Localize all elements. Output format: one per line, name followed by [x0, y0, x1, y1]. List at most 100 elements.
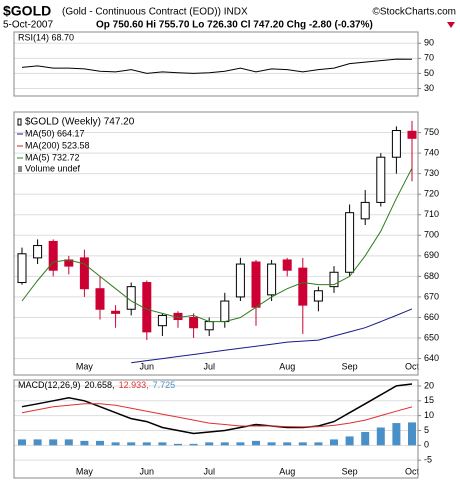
- legend-icon: [18, 166, 22, 172]
- candle-body: [142, 282, 152, 333]
- y-tick-label: 720: [424, 189, 439, 199]
- quote: Op 750.60 Hi 755.70 Lo 726.30 Cl 747.20 …: [96, 20, 373, 31]
- legend-label: MA(5) 732.72: [25, 152, 80, 162]
- histogram-bar: [158, 442, 167, 446]
- histogram-bar: [283, 442, 292, 446]
- candle-body: [267, 263, 277, 296]
- x-tick-label: Aug: [279, 466, 295, 476]
- x-tick-label: May: [76, 466, 94, 476]
- panel-frame: [13, 111, 419, 376]
- histogram-bar: [298, 442, 307, 446]
- candle-body: [298, 267, 308, 306]
- candle-body: [95, 288, 105, 310]
- y-tick-label: 0: [424, 440, 429, 450]
- legend-label: $GOLD (Weekly) 747.20: [25, 117, 135, 128]
- y-tick-label: 710: [424, 209, 439, 219]
- candle-body: [157, 314, 167, 327]
- candle-body: [235, 263, 245, 298]
- candle-body: [204, 321, 214, 331]
- histogram-bar: [330, 439, 338, 446]
- histogram-bar: [189, 443, 198, 446]
- candle-body: [360, 201, 370, 220]
- panel-frame: [13, 379, 419, 479]
- date: 5-Oct-2007: [3, 20, 53, 31]
- histogram-bar: [96, 440, 104, 446]
- histogram-bar: [252, 440, 260, 446]
- y-tick-label: 650: [424, 332, 439, 342]
- candle-body: [407, 130, 417, 139]
- y-tick-label: 700: [424, 230, 439, 240]
- histogram-bar: [392, 423, 401, 446]
- y-tick-label: 50: [424, 68, 434, 78]
- legend-label: Volume undef: [25, 163, 81, 173]
- candle-body: [313, 290, 323, 302]
- y-tick-label: 730: [424, 168, 439, 178]
- y-tick-label: 20: [424, 380, 434, 390]
- candle-body: [329, 271, 339, 288]
- histogram-bar: [236, 442, 245, 446]
- y-tick-label: -5: [424, 455, 432, 465]
- candle-body: [17, 253, 27, 284]
- x-tick-label: Jun: [140, 466, 155, 476]
- line: [21, 383, 413, 435]
- histogram-bar: [220, 442, 229, 446]
- x-tick-label: Sep: [342, 466, 358, 476]
- panel-frame: [13, 31, 419, 97]
- legend-value: 12.933,: [119, 380, 149, 390]
- histogram-bar: [80, 440, 89, 446]
- y-tick-label: 90: [424, 38, 434, 48]
- candle-body: [345, 212, 355, 273]
- y-tick-label: 740: [424, 147, 439, 157]
- y-tick-label: 750: [424, 127, 439, 137]
- candle-body: [111, 310, 121, 314]
- line: [131, 308, 413, 364]
- y-tick-label: 690: [424, 250, 439, 260]
- histogram-bar: [361, 431, 370, 446]
- candle-body: [48, 240, 58, 271]
- legend-label: MA(200) 523.58: [25, 140, 90, 150]
- histogram-bar: [267, 442, 276, 446]
- y-tick-label: 70: [424, 53, 434, 63]
- histogram-bar: [205, 442, 214, 446]
- histogram-bar: [18, 439, 26, 446]
- x-tick-label: Aug: [279, 361, 295, 371]
- title-text: MACD(12,26,9): [18, 380, 81, 390]
- y-tick-label: 15: [424, 395, 434, 405]
- x-tick-label: Jul: [203, 361, 215, 371]
- histogram-bar: [376, 427, 385, 446]
- candle-body: [282, 259, 292, 271]
- x-tick-label: Jul: [203, 466, 215, 476]
- histogram-bar: [142, 442, 151, 446]
- candle-body: [79, 257, 89, 290]
- credit: ©StockCharts.com: [372, 7, 456, 18]
- candle-body: [376, 156, 386, 203]
- line: [21, 58, 413, 74]
- histogram-bar: [33, 439, 42, 446]
- histogram-bar: [111, 442, 120, 446]
- y-tick-label: 5: [424, 425, 429, 435]
- x-tick-label: Jun: [140, 361, 155, 371]
- histogram-bar: [174, 443, 182, 446]
- y-tick-label: 660: [424, 312, 439, 322]
- candle-body: [391, 129, 401, 158]
- y-tick-label: 30: [424, 83, 434, 93]
- x-tick-label: Oct: [405, 361, 420, 371]
- histogram-bar: [408, 422, 416, 446]
- histogram-bar: [345, 436, 354, 446]
- histogram-bar: [49, 439, 58, 446]
- instrument-name: (Gold - Continuous Contract (EOD)) INDX: [62, 7, 248, 18]
- histogram-bar: [314, 442, 323, 446]
- line: [21, 403, 413, 428]
- candle-body: [189, 316, 199, 329]
- histogram-bar: [127, 442, 136, 446]
- legend-label: MA(50) 664.17: [25, 128, 85, 138]
- legend-value: 7.725: [153, 380, 176, 390]
- x-tick-label: Sep: [342, 361, 358, 371]
- x-tick-label: Oct: [405, 466, 420, 476]
- candle-body: [33, 245, 43, 259]
- candle-body: [126, 286, 136, 310]
- y-tick-label: 670: [424, 291, 439, 301]
- panel-title: MACD(12,26,9) 20.658, 12.933, 7.725: [18, 380, 175, 390]
- panel-title: RSI(14) 68.70: [18, 32, 74, 42]
